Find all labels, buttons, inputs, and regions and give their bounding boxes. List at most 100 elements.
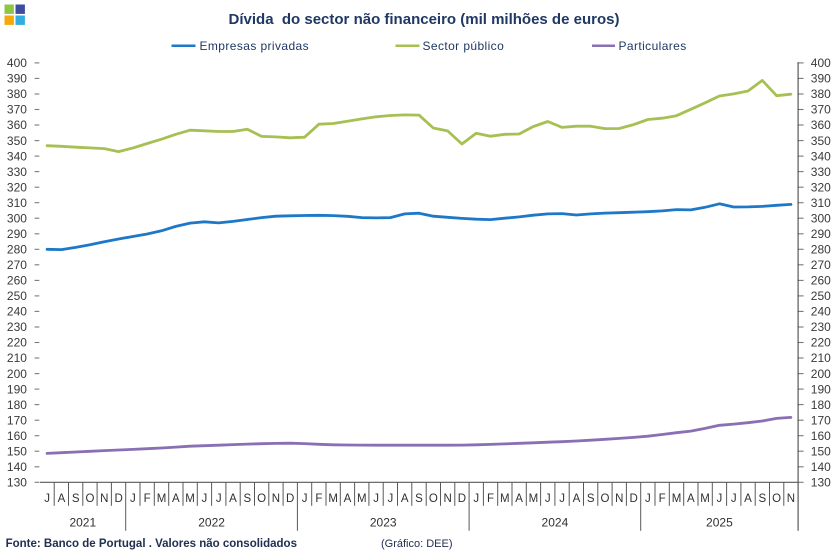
svg-text:S: S xyxy=(587,493,595,505)
svg-text:J: J xyxy=(130,493,136,505)
svg-text:F: F xyxy=(487,493,494,505)
svg-text:2023: 2023 xyxy=(370,516,397,530)
svg-text:A: A xyxy=(344,493,352,505)
svg-text:180: 180 xyxy=(811,398,831,412)
svg-text:160: 160 xyxy=(811,429,831,443)
svg-text:O: O xyxy=(601,493,610,505)
svg-text:S: S xyxy=(758,493,766,505)
svg-text:140: 140 xyxy=(7,460,27,474)
svg-text:400: 400 xyxy=(7,56,27,70)
svg-text:M: M xyxy=(157,493,167,505)
svg-text:N: N xyxy=(443,493,451,505)
svg-text:320: 320 xyxy=(811,180,831,194)
svg-text:A: A xyxy=(172,493,180,505)
svg-text:A: A xyxy=(687,493,695,505)
svg-text:200: 200 xyxy=(811,367,831,381)
svg-text:150: 150 xyxy=(7,444,27,458)
svg-text:J: J xyxy=(545,493,551,505)
svg-text:Empresas privadas: Empresas privadas xyxy=(200,39,310,53)
svg-text:250: 250 xyxy=(811,289,831,303)
svg-text:310: 310 xyxy=(7,196,27,210)
svg-text:200: 200 xyxy=(7,367,27,381)
svg-text:360: 360 xyxy=(811,118,831,132)
svg-text:A: A xyxy=(573,493,581,505)
svg-text:J: J xyxy=(44,493,50,505)
svg-text:J: J xyxy=(645,493,651,505)
svg-text:F: F xyxy=(315,493,322,505)
svg-text:130: 130 xyxy=(7,476,27,490)
svg-text:330: 330 xyxy=(7,165,27,179)
svg-text:240: 240 xyxy=(811,305,831,319)
svg-text:170: 170 xyxy=(7,413,27,427)
svg-text:190: 190 xyxy=(7,382,27,396)
svg-text:N: N xyxy=(787,493,795,505)
svg-text:S: S xyxy=(72,493,80,505)
svg-text:M: M xyxy=(185,493,195,505)
svg-text:O: O xyxy=(86,493,95,505)
svg-text:260: 260 xyxy=(7,274,27,288)
svg-text:300: 300 xyxy=(7,211,27,225)
svg-text:J: J xyxy=(717,493,723,505)
svg-text:J: J xyxy=(559,493,565,505)
svg-text:O: O xyxy=(429,493,438,505)
svg-text:400: 400 xyxy=(811,56,831,70)
svg-text:Dívida do sector não financei: Dívida do sector não financeiro (mil mil… xyxy=(229,11,620,28)
svg-text:N: N xyxy=(615,493,623,505)
svg-text:J: J xyxy=(216,493,222,505)
svg-text:A: A xyxy=(744,493,752,505)
svg-text:310: 310 xyxy=(811,196,831,210)
svg-text:M: M xyxy=(357,493,367,505)
svg-text:M: M xyxy=(700,493,710,505)
svg-text:D: D xyxy=(629,493,637,505)
svg-text:270: 270 xyxy=(811,258,831,272)
svg-text:280: 280 xyxy=(7,243,27,257)
svg-text:D: D xyxy=(114,493,122,505)
svg-text:S: S xyxy=(415,493,423,505)
svg-text:A: A xyxy=(229,493,237,505)
svg-text:2024: 2024 xyxy=(542,516,569,530)
svg-text:210: 210 xyxy=(811,351,831,365)
svg-text:M: M xyxy=(328,493,338,505)
svg-text:350: 350 xyxy=(811,134,831,148)
svg-text:2025: 2025 xyxy=(706,516,733,530)
svg-text:O: O xyxy=(257,493,266,505)
svg-text:140: 140 xyxy=(811,460,831,474)
svg-text:380: 380 xyxy=(811,87,831,101)
svg-text:230: 230 xyxy=(811,320,831,334)
svg-text:N: N xyxy=(272,493,280,505)
svg-text:190: 190 xyxy=(811,382,831,396)
svg-text:290: 290 xyxy=(7,227,27,241)
svg-text:J: J xyxy=(473,493,479,505)
svg-text:330: 330 xyxy=(811,165,831,179)
svg-text:2021: 2021 xyxy=(69,516,96,530)
svg-text:230: 230 xyxy=(7,320,27,334)
svg-text:N: N xyxy=(100,493,108,505)
svg-text:D: D xyxy=(286,493,294,505)
svg-text:210: 210 xyxy=(7,351,27,365)
svg-text:160: 160 xyxy=(7,429,27,443)
svg-text:250: 250 xyxy=(7,289,27,303)
svg-text:170: 170 xyxy=(811,413,831,427)
svg-text:D: D xyxy=(458,493,466,505)
svg-text:390: 390 xyxy=(7,72,27,86)
svg-text:150: 150 xyxy=(811,444,831,458)
svg-text:390: 390 xyxy=(811,72,831,86)
svg-text:340: 340 xyxy=(811,149,831,163)
svg-text:S: S xyxy=(243,493,251,505)
svg-text:320: 320 xyxy=(7,180,27,194)
svg-text:A: A xyxy=(515,493,523,505)
svg-text:J: J xyxy=(302,493,308,505)
svg-text:A: A xyxy=(58,493,66,505)
svg-text:F: F xyxy=(144,493,151,505)
svg-text:370: 370 xyxy=(7,103,27,117)
svg-text:220: 220 xyxy=(7,336,27,350)
svg-text:J: J xyxy=(388,493,394,505)
svg-text:2022: 2022 xyxy=(198,516,225,530)
svg-text:290: 290 xyxy=(811,227,831,241)
svg-text:340: 340 xyxy=(7,149,27,163)
svg-text:O: O xyxy=(772,493,781,505)
svg-text:Fonte: Banco de Portugal . Val: Fonte: Banco de Portugal . Valores não c… xyxy=(6,538,297,550)
svg-text:M: M xyxy=(672,493,682,505)
svg-text:360: 360 xyxy=(7,118,27,132)
svg-text:F: F xyxy=(659,493,666,505)
